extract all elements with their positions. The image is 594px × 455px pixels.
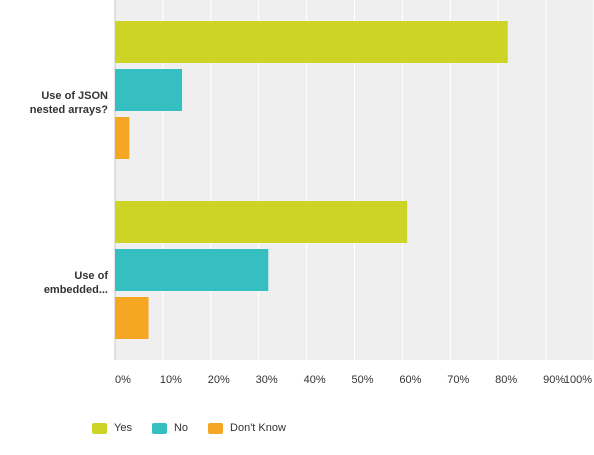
category-labels: Use of JSON nested arrays? Use of embedded.… — [30, 90, 109, 296]
tick-label: 70% — [447, 374, 469, 386]
category-label: Use of embedded... — [44, 270, 109, 296]
bar — [115, 297, 149, 339]
tick-label: 0% — [115, 374, 131, 386]
tick-label: 50% — [351, 374, 373, 386]
legend-swatch — [208, 422, 224, 434]
legend-item: Don't Know — [208, 422, 286, 434]
legend: Yes No Don't Know — [92, 422, 306, 434]
tick-label: 80% — [495, 374, 517, 386]
tick-label: 30% — [256, 374, 278, 386]
bar — [115, 21, 508, 63]
tick-label: 90% — [543, 374, 565, 386]
bar — [115, 69, 183, 111]
bars — [115, 21, 508, 339]
category-label: Use of JSON nested arrays? — [30, 90, 109, 116]
legend-label: Don't Know — [230, 422, 286, 434]
legend-swatch — [151, 422, 167, 434]
bar — [115, 201, 408, 243]
tick-label: 40% — [304, 374, 326, 386]
x-axis-ticks: 0% 10% 20% 30% 40% 50% 60% 70% 80% 90%100% — [115, 374, 592, 386]
legend-label: Yes — [114, 422, 132, 434]
tick-label: 20% — [208, 374, 230, 386]
bar — [115, 117, 130, 159]
tick-label: 10% — [160, 374, 182, 386]
tick-label: 60% — [399, 374, 421, 386]
legend-item: Yes — [92, 422, 132, 434]
legend-label: No — [173, 422, 189, 434]
legend-swatch — [92, 422, 107, 434]
tick-label: 100% — [564, 374, 592, 386]
bar — [115, 249, 269, 291]
legend-item: No — [151, 422, 189, 434]
